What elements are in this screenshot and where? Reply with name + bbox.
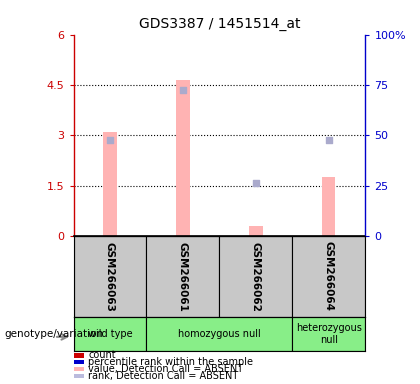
Text: homozygous null: homozygous null <box>178 329 261 339</box>
Text: count: count <box>88 350 116 360</box>
Text: genotype/variation: genotype/variation <box>4 329 103 339</box>
Point <box>107 137 113 144</box>
Bar <box>176 80 189 236</box>
Bar <box>74 236 147 317</box>
Text: GSM266062: GSM266062 <box>251 242 261 311</box>
Bar <box>74 317 147 351</box>
Text: GSM266064: GSM266064 <box>324 242 334 311</box>
Bar <box>249 226 262 236</box>
Text: value, Detection Call = ABSENT: value, Detection Call = ABSENT <box>88 364 243 374</box>
Text: heterozygous
null: heterozygous null <box>296 323 362 345</box>
Bar <box>147 236 220 317</box>
Point <box>326 137 332 144</box>
Text: percentile rank within the sample: percentile rank within the sample <box>88 357 253 367</box>
Title: GDS3387 / 1451514_at: GDS3387 / 1451514_at <box>139 17 300 31</box>
Text: wild type: wild type <box>88 329 132 339</box>
Bar <box>103 132 117 236</box>
Bar <box>220 236 292 317</box>
Point <box>180 87 186 93</box>
Bar <box>292 236 365 317</box>
Text: GSM266061: GSM266061 <box>178 242 188 311</box>
Bar <box>147 317 292 351</box>
Bar <box>292 317 365 351</box>
Text: GSM266063: GSM266063 <box>105 242 115 311</box>
Bar <box>322 177 336 236</box>
Point <box>252 180 259 186</box>
Text: rank, Detection Call = ABSENT: rank, Detection Call = ABSENT <box>88 371 239 381</box>
